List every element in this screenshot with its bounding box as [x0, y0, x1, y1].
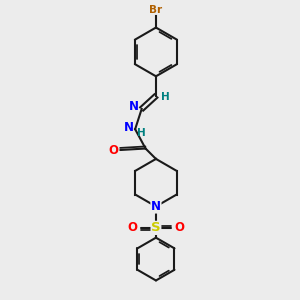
- Text: O: O: [127, 221, 137, 234]
- Text: N: N: [124, 121, 134, 134]
- Text: N: N: [151, 200, 161, 213]
- Text: Br: Br: [149, 5, 163, 15]
- Text: N: N: [129, 100, 139, 113]
- Text: O: O: [109, 143, 119, 157]
- Text: O: O: [175, 221, 185, 234]
- Text: S: S: [151, 221, 161, 234]
- Text: H: H: [137, 128, 146, 138]
- Text: H: H: [161, 92, 170, 102]
